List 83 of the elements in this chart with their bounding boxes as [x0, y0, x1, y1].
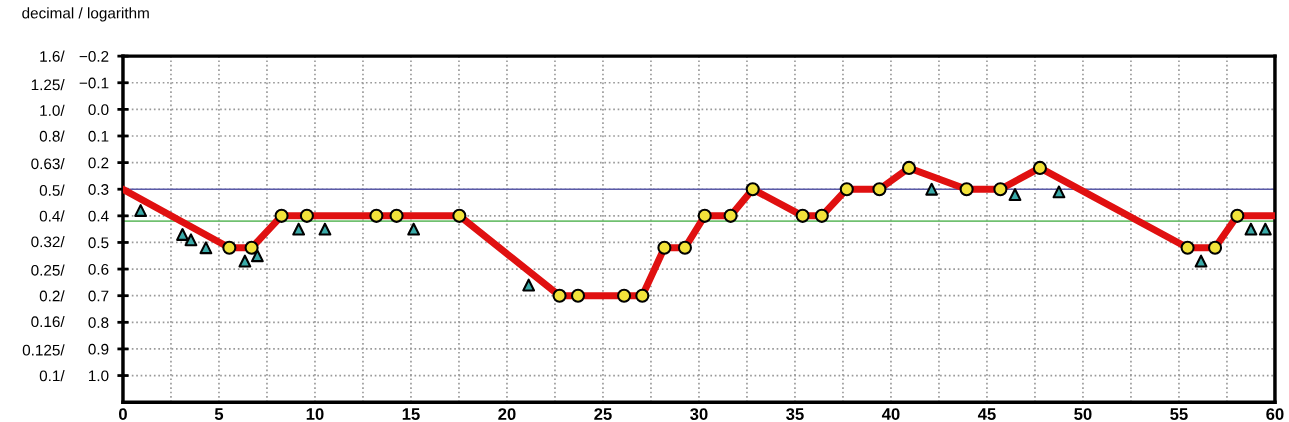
point	[522, 278, 536, 292]
x-tick-label: 60	[1266, 408, 1284, 420]
y2-tick-label: 0.2/	[39, 290, 65, 302]
point	[635, 288, 650, 303]
x-tick-label: 50	[1074, 408, 1092, 420]
point	[176, 228, 189, 241]
point	[901, 160, 917, 175]
y-tick-label: 0.7	[88, 290, 109, 302]
y2-tick-label: 1.25/	[31, 79, 65, 91]
y-tick-label: 0.9	[88, 343, 109, 355]
point	[199, 241, 213, 255]
y-axis-title: decimal / logarithm	[22, 7, 149, 22]
point	[657, 240, 672, 255]
point	[318, 222, 332, 236]
point	[1032, 160, 1047, 175]
point	[1207, 240, 1223, 255]
y-tick-label: 0.1	[88, 130, 109, 142]
point	[389, 208, 404, 223]
point	[1230, 208, 1245, 223]
y-tick-label: 1.0	[89, 370, 109, 382]
y2-tick-label: 1.0/	[40, 104, 65, 116]
x-tick-label: 40	[881, 408, 900, 420]
point	[292, 222, 306, 236]
point	[244, 240, 259, 255]
x-tick-label: 15	[402, 408, 420, 420]
point	[839, 182, 854, 197]
point	[1052, 185, 1066, 199]
y-tick-label: 0.4	[88, 210, 109, 222]
point	[993, 182, 1008, 197]
y-tick-label: 0.3	[88, 184, 109, 195]
x-tick-label: 25	[594, 408, 612, 420]
point	[617, 288, 632, 303]
x-tick-label: 30	[690, 408, 708, 420]
point	[745, 182, 760, 197]
y2-tick-label: 0.16/	[31, 315, 65, 328]
point	[222, 240, 237, 255]
y-tick-label: −0.1	[79, 77, 109, 89]
point	[407, 222, 421, 236]
x-tick-label: 0	[119, 408, 127, 420]
point	[1258, 222, 1272, 236]
point	[814, 208, 829, 223]
point	[299, 208, 314, 223]
point	[570, 288, 586, 303]
y2-tick-label: 0.63/	[31, 157, 65, 170]
y2-tick-label: 0.5/	[39, 184, 65, 196]
point	[184, 233, 198, 247]
point	[134, 204, 148, 217]
y2-tick-label: 0.4/	[39, 210, 65, 222]
y2-tick-label: 0.8/	[39, 130, 65, 142]
x-tick-label: 5	[214, 408, 224, 420]
point	[959, 182, 974, 197]
point	[452, 208, 467, 223]
y2-tick-label: 0.32/	[31, 236, 65, 248]
point	[250, 249, 264, 263]
y2-tick-label: 1.6/	[40, 50, 65, 62]
point	[238, 254, 252, 268]
point	[369, 208, 384, 223]
point	[697, 208, 712, 223]
point	[1244, 222, 1258, 236]
y-tick-label: 0.8	[88, 317, 109, 328]
y-tick-label: −0.2	[79, 50, 109, 62]
x-tick-label: 20	[498, 408, 516, 420]
y-tick-label: 0.5	[88, 237, 109, 249]
point	[677, 240, 692, 255]
y-tick-label: 0.0	[88, 104, 109, 116]
y2-tick-label: 0.25/	[31, 264, 65, 276]
point	[552, 288, 567, 303]
point	[795, 208, 810, 223]
point	[723, 208, 738, 223]
point	[872, 182, 887, 197]
y2-tick-label: 0.125/	[22, 344, 65, 356]
y2-tick-label: 0.1/	[39, 370, 65, 382]
x-tick-label: 55	[1170, 408, 1188, 420]
y-tick-label: 0.6	[88, 263, 109, 275]
point	[1194, 254, 1208, 268]
x-tick-label: 45	[977, 408, 996, 420]
point	[274, 208, 289, 223]
point	[925, 182, 939, 196]
y-tick-label: 0.2	[88, 157, 109, 169]
point	[1180, 240, 1195, 255]
x-tick-label: 35	[786, 408, 804, 420]
point	[1008, 188, 1022, 201]
x-tick-label: 10	[306, 408, 324, 420]
